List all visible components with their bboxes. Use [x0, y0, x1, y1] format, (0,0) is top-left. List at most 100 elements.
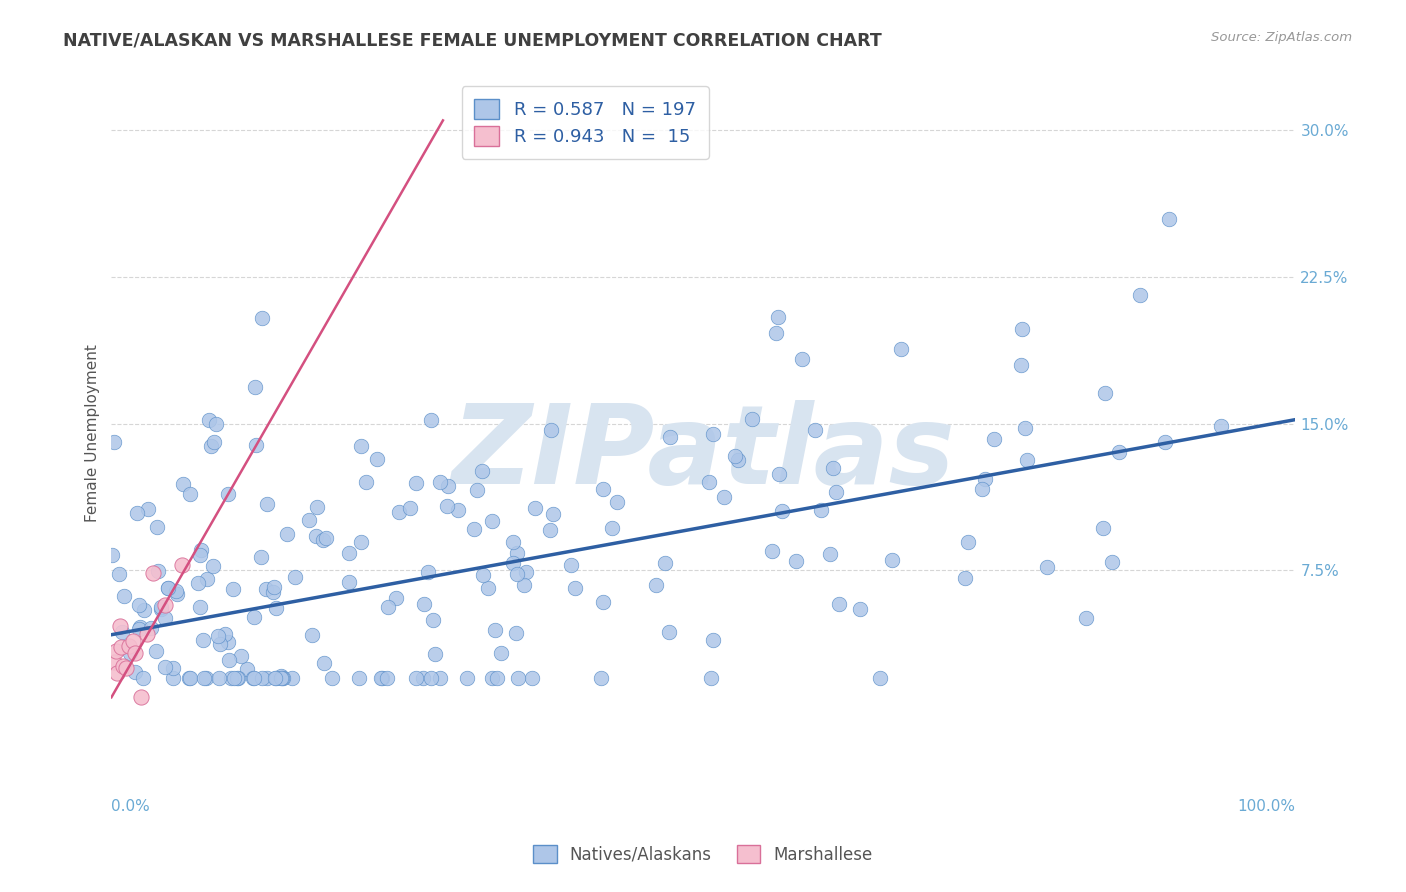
Point [218, 653, 240, 667]
Point [243, 610, 266, 624]
Point [481, 514, 503, 528]
Point [128, 622, 150, 636]
Point [103, 434, 125, 449]
Point [377, 671, 399, 685]
Point [305, 529, 328, 543]
Point [156, 582, 179, 596]
Point [242, 671, 264, 685]
Point [222, 671, 245, 685]
Point [654, 557, 676, 571]
Point [890, 342, 912, 356]
Point [337, 574, 360, 589]
Point [214, 627, 236, 641]
Point [880, 553, 903, 567]
Point [202, 435, 225, 450]
Point [202, 559, 225, 574]
Point [606, 494, 628, 508]
Point [429, 475, 451, 489]
Point [385, 591, 408, 606]
Point [172, 477, 194, 491]
Point [165, 583, 187, 598]
Point [741, 412, 763, 426]
Point [974, 472, 997, 486]
Point [235, 662, 257, 676]
Point [520, 671, 543, 685]
Point [166, 587, 188, 601]
Point [766, 310, 789, 324]
Point [1129, 288, 1152, 302]
Point [179, 671, 201, 685]
Point [124, 665, 146, 679]
Point [256, 671, 278, 685]
Point [502, 534, 524, 549]
Point [120, 646, 142, 660]
Point [828, 597, 851, 611]
Point [225, 671, 247, 685]
Point [111, 624, 134, 639]
Point [370, 671, 392, 685]
Point [1036, 560, 1059, 574]
Point [423, 647, 446, 661]
Point [700, 671, 723, 685]
Point [264, 601, 287, 615]
Point [146, 520, 169, 534]
Point [226, 671, 249, 685]
Point [1076, 611, 1098, 625]
Point [139, 621, 162, 635]
Point [505, 625, 527, 640]
Point [471, 465, 494, 479]
Point [118, 639, 141, 653]
Point [243, 671, 266, 685]
Point [150, 600, 173, 615]
Point [592, 483, 614, 497]
Point [112, 590, 135, 604]
Point [131, 671, 153, 685]
Point [702, 426, 724, 441]
Point [254, 582, 277, 596]
Point [957, 535, 980, 549]
Point [305, 500, 328, 515]
Point [142, 566, 165, 580]
Point [713, 490, 735, 504]
Point [110, 640, 132, 654]
Point [124, 646, 146, 660]
Point [101, 549, 124, 563]
Point [727, 453, 749, 467]
Point [543, 507, 565, 521]
Point [366, 451, 388, 466]
Point [724, 449, 747, 463]
Point [250, 549, 273, 564]
Point [256, 497, 278, 511]
Point [114, 661, 136, 675]
Point [538, 523, 561, 537]
Point [229, 648, 252, 663]
Point [768, 467, 790, 482]
Point [765, 326, 787, 341]
Point [350, 535, 373, 549]
Point [506, 546, 529, 560]
Point [250, 671, 273, 685]
Point [477, 581, 499, 595]
Point [471, 568, 494, 582]
Point [108, 566, 131, 581]
Point [105, 644, 128, 658]
Point [463, 523, 485, 537]
Point [524, 500, 547, 515]
Legend: R = 0.587   N = 197, R = 0.943   N =  15: R = 0.587 N = 197, R = 0.943 N = 15 [461, 87, 709, 159]
Point [270, 669, 292, 683]
Text: 100.0%: 100.0% [1237, 799, 1295, 814]
Point [207, 629, 229, 643]
Point [276, 527, 298, 541]
Point [702, 632, 724, 647]
Text: 0.0%: 0.0% [111, 799, 150, 814]
Point [321, 671, 343, 685]
Point [405, 671, 427, 685]
Point [399, 501, 422, 516]
Point [1010, 358, 1032, 372]
Point [188, 548, 211, 562]
Point [264, 671, 287, 685]
Point [208, 671, 231, 685]
Point [644, 578, 666, 592]
Point [105, 666, 128, 681]
Point [298, 513, 321, 527]
